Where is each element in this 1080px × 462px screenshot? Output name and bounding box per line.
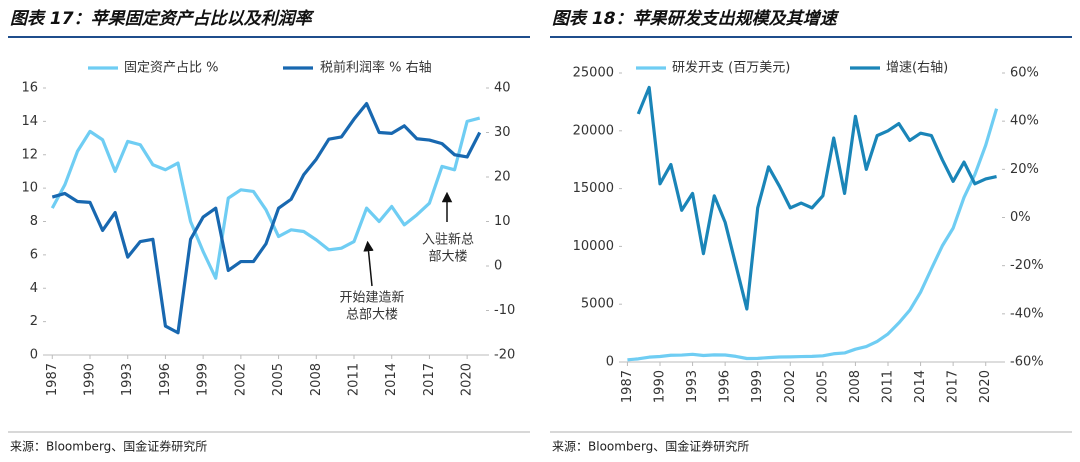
y-tick-label: 0 (606, 355, 614, 370)
y-tick-label: 12 (21, 147, 38, 162)
y2-tick-label: 20 (494, 170, 511, 185)
x-tick-label: 1999 (196, 363, 211, 396)
x-tick-label: 1993 (120, 363, 135, 396)
annotation: 开始建造新 (339, 290, 404, 306)
series-line (636, 85, 997, 311)
x-tick-label: 2005 (271, 363, 286, 396)
x-tick-label: 2014 (384, 363, 399, 396)
x-tick-label: 2008 (848, 370, 863, 403)
legend-label: 税前利润率 % 右轴 (320, 60, 432, 76)
x-tick-label: 1993 (685, 370, 700, 403)
y-tick-label: 25000 (573, 66, 614, 81)
y-tick-label: 4 (30, 281, 38, 296)
annotation-arrow (363, 240, 374, 287)
y-tick-label: 5000 (581, 297, 614, 312)
x-tick-label: 2020 (460, 363, 475, 396)
x-tick-label: 2011 (347, 363, 362, 396)
x-tick-label: 1987 (45, 363, 60, 396)
y-tick-label: 10000 (573, 239, 614, 254)
x-tick-label: 2008 (309, 363, 324, 396)
y-tick-label: 0 (30, 348, 38, 363)
chart-title: 图表 17：苹果固定资产占比以及利润率 (10, 9, 315, 29)
x-tick-label: 2011 (881, 370, 896, 403)
y2-tick-label: 30 (494, 125, 511, 140)
x-tick-label: 2017 (422, 363, 437, 396)
annotation: 部大楼 (428, 250, 467, 265)
y2-tick-label: -20 (494, 348, 515, 363)
x-tick-label: 1990 (83, 363, 98, 396)
y-tick-label: 6 (30, 247, 38, 262)
x-tick-label: 1996 (158, 363, 173, 396)
y-tick-label: 14 (21, 114, 38, 129)
legend-label: 固定资产占比 % (124, 61, 219, 76)
y2-tick-label: 20% (1010, 162, 1039, 177)
chart-title: 图表 18：苹果研发支出规模及其增速 (552, 9, 840, 29)
annotation: 入驻新总 (422, 232, 474, 248)
source: 来源：Bloomberg、国金证券研究所 (552, 439, 749, 454)
y-tick-label: 15000 (573, 181, 614, 196)
y-tick-label: 2 (30, 314, 38, 329)
x-tick-label: 2017 (946, 370, 961, 403)
y-tick-label: 16 (21, 81, 38, 96)
source: 来源：Bloomberg、国金证券研究所 (10, 439, 207, 454)
y2-tick-label: 60% (1010, 66, 1039, 81)
y2-tick-label: 40 (494, 81, 511, 96)
x-tick-label: 2014 (913, 370, 928, 403)
y2-tick-label: -10 (494, 303, 515, 318)
y2-tick-label: 0 (494, 259, 502, 274)
y2-tick-label: 10 (494, 214, 511, 229)
series-line (627, 108, 999, 362)
legend-label: 增速(右轴) (886, 61, 948, 76)
series-line (50, 116, 481, 280)
x-tick-label: 2005 (815, 370, 830, 403)
x-tick-label: 2002 (233, 363, 248, 396)
y2-tick-label: -40% (1010, 306, 1044, 321)
y-tick-label: 8 (30, 214, 38, 229)
y-tick-label: 10 (21, 181, 38, 196)
y2-tick-label: -60% (1010, 355, 1044, 370)
x-tick-label: 1987 (620, 370, 635, 403)
y2-tick-label: 40% (1010, 114, 1039, 129)
x-tick-label: 1990 (653, 370, 668, 403)
x-tick-label: 1999 (750, 370, 765, 403)
x-tick-label: 1996 (718, 370, 733, 403)
annotation: 总部大楼 (346, 308, 398, 323)
y-tick-label: 20000 (573, 123, 614, 138)
y2-tick-label: -20% (1010, 258, 1044, 273)
y2-tick-label: 0% (1010, 210, 1031, 225)
legend-label: 研发开支 (百万美元) (672, 60, 790, 76)
series-line (51, 101, 482, 335)
x-tick-label: 2020 (978, 370, 993, 403)
x-tick-label: 2002 (783, 370, 798, 403)
